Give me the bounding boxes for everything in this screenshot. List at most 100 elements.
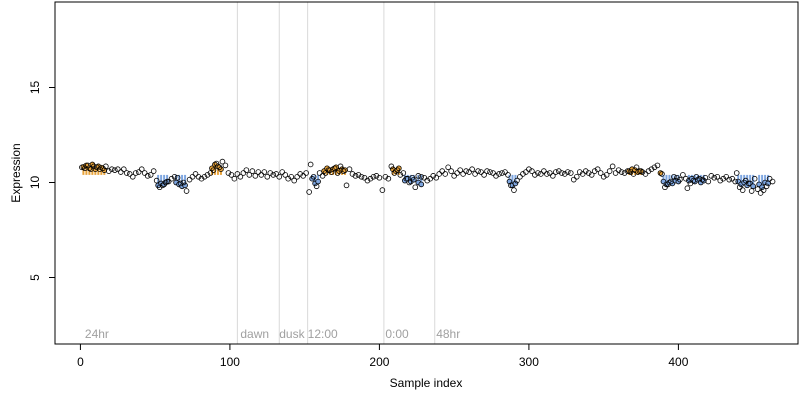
data-point-159 (553, 169, 559, 175)
data-point-179 (612, 170, 619, 176)
data-point-193 (654, 162, 661, 169)
data-point-41 (201, 174, 208, 180)
data-point-130 (466, 169, 472, 175)
data-point-76 (306, 189, 312, 195)
data-point-1 (82, 165, 88, 172)
data-point-50 (228, 172, 235, 178)
y-tick-label-1: 10 (28, 176, 42, 190)
data-point-169 (582, 168, 589, 174)
data-point-59 (255, 169, 262, 175)
data-point-222 (739, 187, 746, 193)
shaded-point-15 (182, 182, 188, 189)
data-point-90 (346, 166, 353, 173)
data-point-185 (630, 171, 637, 177)
data-point-48 (222, 162, 229, 169)
annotation-labels: 24hr dawn dusk 12:00 0:00 48hr (85, 327, 460, 341)
data-point-220 (733, 170, 740, 176)
data-point-158 (550, 173, 556, 179)
data-point-74 (300, 173, 306, 179)
data-point-146 (514, 177, 520, 184)
data-point-189 (642, 171, 649, 177)
data-point-3 (88, 166, 94, 173)
data-point-29 (165, 178, 172, 185)
data-point-223 (742, 177, 749, 184)
shaded-point-68 (759, 184, 765, 191)
data-point-71 (291, 177, 297, 184)
data-point-87 (337, 163, 344, 170)
data-point-37 (189, 174, 196, 180)
data-point-213 (714, 174, 721, 180)
data-point-108 (400, 170, 407, 176)
data-point-63 (267, 170, 274, 176)
data-point-0 (79, 164, 85, 171)
shaded-point-39 (418, 181, 425, 188)
y-axis-label: Expression (9, 143, 23, 202)
data-point-176 (603, 172, 610, 178)
data-point-73 (297, 171, 303, 177)
data-point-204 (687, 180, 694, 187)
data-point-22 (144, 173, 151, 179)
data-point-139 (493, 173, 499, 179)
data-point-145 (511, 187, 517, 193)
data-point-5 (94, 164, 100, 171)
data-point-227 (754, 186, 761, 192)
data-point-2 (85, 162, 91, 169)
data-point-35 (183, 188, 190, 194)
data-point-66 (276, 174, 283, 180)
data-point-47 (219, 158, 226, 165)
data-point-91 (349, 171, 356, 177)
data-point-118 (430, 173, 437, 179)
data-point-43 (207, 170, 214, 176)
data-point-131 (469, 166, 475, 173)
data-point-70 (288, 174, 295, 180)
data-point-60 (258, 172, 265, 178)
data-point-192 (651, 164, 658, 171)
data-point-196 (665, 181, 671, 188)
data-point-102 (382, 174, 389, 180)
divider-lines (236, 2, 436, 344)
data-point-81 (319, 173, 326, 179)
data-point-216 (723, 174, 730, 180)
data-point-148 (520, 171, 526, 177)
data-point-188 (639, 169, 646, 175)
data-point-64 (270, 172, 277, 178)
data-point-61 (261, 169, 268, 175)
data-point-26 (156, 184, 163, 191)
data-point-120 (436, 171, 443, 177)
data-point-78 (310, 174, 317, 180)
data-point-25 (153, 177, 160, 184)
data-point-38 (192, 171, 199, 177)
data-point-133 (475, 168, 481, 174)
x-tick-label-0: 0 (77, 355, 84, 369)
data-point-93 (355, 172, 362, 178)
data-point-68 (282, 172, 289, 178)
data-point-51 (231, 175, 238, 182)
y-tick-label-0: 5 (28, 274, 42, 281)
data-point-56 (246, 172, 253, 178)
data-point-110 (406, 179, 413, 186)
data-point-160 (556, 168, 562, 174)
data-point-80 (316, 170, 323, 176)
data-point-171 (588, 172, 595, 178)
data-point-115 (421, 174, 428, 181)
data-point-103 (385, 175, 392, 182)
data-point-34 (180, 179, 187, 186)
data-point-155 (541, 168, 547, 174)
data-point-156 (544, 171, 550, 177)
data-point-202 (683, 175, 689, 182)
data-point-166 (573, 174, 580, 180)
shaded-point-42 (512, 180, 519, 187)
data-point-106 (394, 167, 401, 173)
data-point-111 (409, 174, 416, 181)
data-point-215 (720, 175, 727, 182)
x-tick-label-4: 400 (668, 355, 688, 369)
plot-frame (54, 1, 799, 345)
data-point-77 (307, 161, 314, 168)
data-point-21 (141, 170, 148, 176)
x-tick-label-3: 300 (519, 355, 539, 369)
data-point-150 (526, 166, 532, 173)
data-point-75 (303, 170, 309, 176)
data-point-129 (463, 168, 469, 174)
data-point-7 (100, 165, 106, 172)
data-point-20 (138, 166, 145, 173)
